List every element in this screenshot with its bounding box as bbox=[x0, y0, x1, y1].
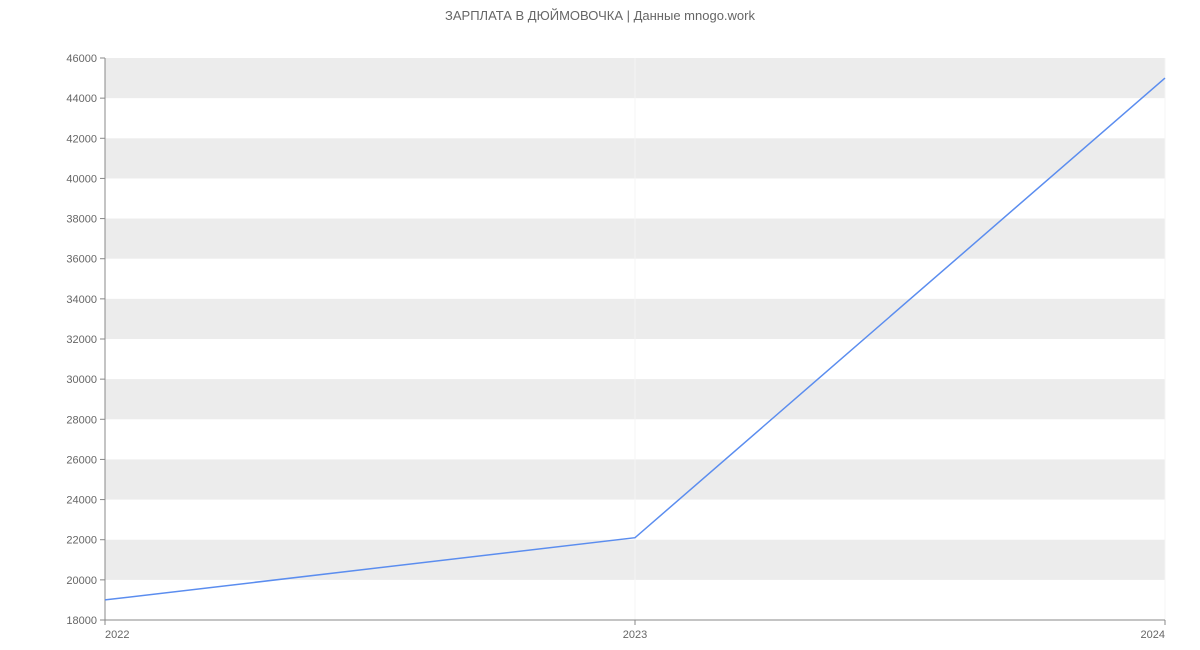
y-tick-label: 24000 bbox=[66, 495, 97, 507]
y-tick-label: 42000 bbox=[66, 133, 97, 145]
y-tick-label: 34000 bbox=[66, 294, 97, 306]
y-tick-label: 44000 bbox=[66, 93, 97, 105]
line-chart: 18000 20000 22000 24000 26000 28000 30000 32000… bbox=[0, 23, 1200, 643]
y-tick-label: 38000 bbox=[66, 214, 97, 226]
y-tick-label: 26000 bbox=[66, 454, 97, 466]
y-tick-label: 36000 bbox=[66, 254, 97, 266]
y-tick-label: 30000 bbox=[66, 374, 97, 386]
y-tick-label: 18000 bbox=[66, 615, 97, 627]
y-tick-label: 32000 bbox=[66, 334, 97, 346]
x-tick-label: 2023 bbox=[623, 629, 647, 641]
x-tick-label: 2022 bbox=[105, 629, 129, 641]
y-tick-label: 40000 bbox=[66, 173, 97, 185]
y-tick-label: 46000 bbox=[66, 53, 97, 65]
y-tick-label: 28000 bbox=[66, 414, 97, 426]
y-tick-label: 22000 bbox=[66, 535, 97, 547]
y-tick-label: 20000 bbox=[66, 575, 97, 587]
x-tick-label: 2024 bbox=[1141, 629, 1165, 641]
chart-title: ЗАРПЛАТА В ДЮЙМОВОЧКА | Данные mnogo.wor… bbox=[0, 0, 1200, 23]
